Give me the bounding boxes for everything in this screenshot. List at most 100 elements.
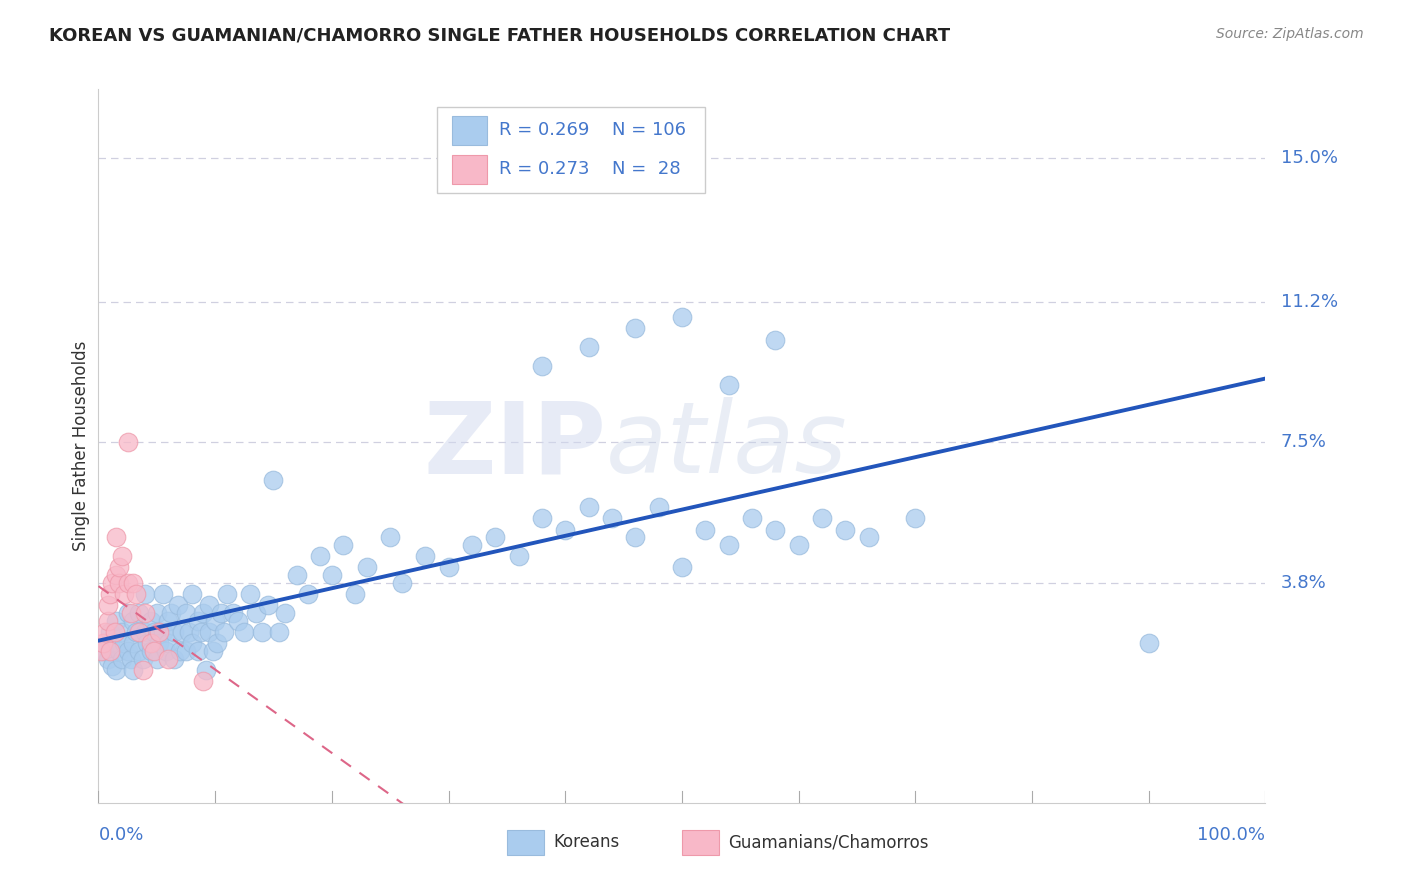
Point	[134, 625, 156, 640]
Point	[321, 568, 343, 582]
Point	[717, 538, 740, 552]
Point	[97, 599, 120, 613]
Y-axis label: Single Father Households: Single Father Households	[72, 341, 90, 551]
Point	[112, 636, 135, 650]
Point	[108, 575, 131, 590]
Point	[198, 599, 221, 613]
Text: ZIP: ZIP	[423, 398, 606, 494]
Text: 11.2%: 11.2%	[1281, 293, 1337, 310]
Point	[214, 625, 236, 640]
Point	[146, 606, 169, 620]
Point	[122, 663, 145, 677]
Point	[198, 625, 221, 640]
Point	[143, 644, 166, 658]
Point	[152, 587, 174, 601]
Point	[554, 523, 576, 537]
Point	[671, 560, 693, 574]
Point	[174, 644, 197, 658]
Point	[97, 651, 120, 665]
Point	[215, 587, 238, 601]
Point	[356, 560, 378, 574]
Point	[146, 651, 169, 665]
Text: Guamanians/Chamorros: Guamanians/Chamorros	[728, 833, 929, 851]
Point	[228, 614, 250, 628]
Point	[98, 587, 121, 601]
Point	[117, 606, 139, 620]
FancyBboxPatch shape	[451, 116, 486, 145]
Point	[530, 359, 553, 374]
Point	[93, 644, 115, 658]
Point	[122, 614, 145, 628]
Point	[134, 606, 156, 620]
Point	[484, 530, 506, 544]
Point	[104, 614, 127, 628]
Point	[122, 575, 145, 590]
Text: R = 0.269: R = 0.269	[499, 121, 589, 139]
Point	[111, 651, 134, 665]
Point	[98, 644, 121, 658]
Point	[94, 625, 117, 640]
Text: 15.0%: 15.0%	[1281, 149, 1337, 167]
Point	[120, 606, 142, 620]
Point	[174, 606, 197, 620]
Point	[132, 651, 155, 665]
Point	[297, 587, 319, 601]
Point	[97, 614, 120, 628]
Text: Source: ZipAtlas.com: Source: ZipAtlas.com	[1216, 27, 1364, 41]
Point	[155, 644, 177, 658]
Point	[209, 606, 232, 620]
Point	[179, 625, 201, 640]
Point	[600, 511, 623, 525]
Point	[239, 587, 262, 601]
Point	[157, 636, 180, 650]
FancyBboxPatch shape	[437, 107, 706, 193]
Point	[120, 651, 142, 665]
Point	[128, 606, 150, 620]
Point	[763, 333, 786, 347]
Point	[717, 378, 740, 392]
Text: 0.0%: 0.0%	[98, 826, 143, 844]
Point	[1137, 636, 1160, 650]
Point	[125, 625, 148, 640]
Point	[104, 625, 127, 640]
Point	[125, 587, 148, 601]
Text: N = 106: N = 106	[612, 121, 686, 139]
Point	[624, 321, 647, 335]
Point	[117, 435, 139, 450]
Point	[207, 636, 229, 650]
Point	[245, 606, 267, 620]
Point	[136, 636, 159, 650]
Text: R = 0.273: R = 0.273	[499, 161, 589, 178]
Point	[139, 614, 162, 628]
Point	[190, 625, 212, 640]
FancyBboxPatch shape	[451, 155, 486, 184]
Point	[695, 523, 717, 537]
Point	[104, 663, 127, 677]
Point	[508, 549, 530, 563]
Point	[128, 644, 150, 658]
Text: KOREAN VS GUAMANIAN/CHAMORRO SINGLE FATHER HOUSEHOLDS CORRELATION CHART: KOREAN VS GUAMANIAN/CHAMORRO SINGLE FATH…	[49, 27, 950, 45]
Point	[624, 530, 647, 544]
Point	[262, 473, 284, 487]
Point	[193, 674, 215, 689]
Point	[152, 625, 174, 640]
Point	[904, 511, 927, 525]
Point	[111, 625, 134, 640]
Text: 3.8%: 3.8%	[1281, 574, 1326, 591]
Point	[309, 549, 332, 563]
Point	[250, 625, 273, 640]
Point	[143, 625, 166, 640]
Point	[101, 575, 124, 590]
Point	[741, 511, 763, 525]
Point	[578, 340, 600, 354]
Text: Koreans: Koreans	[554, 833, 620, 851]
Point	[172, 625, 194, 640]
Point	[159, 606, 181, 620]
Point	[391, 575, 413, 590]
Point	[274, 606, 297, 620]
Point	[380, 530, 402, 544]
Point	[461, 538, 484, 552]
Point	[204, 614, 226, 628]
Point	[344, 587, 367, 601]
Point	[117, 644, 139, 658]
